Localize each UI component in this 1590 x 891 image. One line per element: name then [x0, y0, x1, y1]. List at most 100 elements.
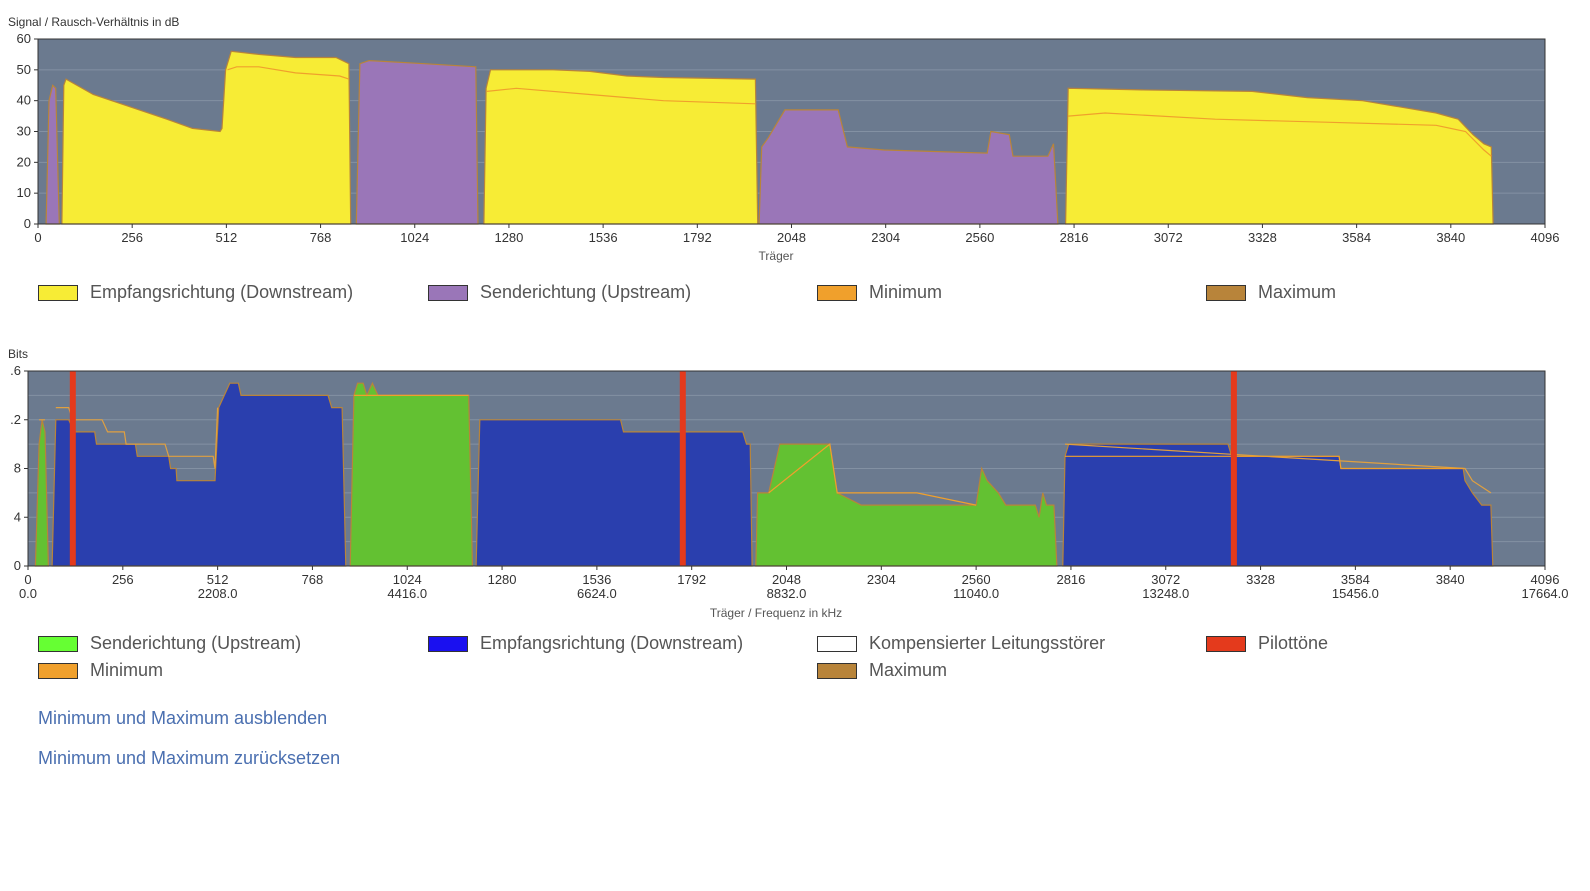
x-tick-label: 3328: [1248, 230, 1277, 245]
legend-label: Maximum: [869, 660, 948, 680]
x-tick-label: 2816: [1056, 572, 1085, 587]
x-tick-label: 1792: [677, 572, 706, 587]
y-tick-label: 8: [14, 461, 21, 476]
x-tick-label-frequency: 15456.0: [1332, 586, 1379, 601]
area-empfangsrichtung-downstream-: [475, 419, 753, 567]
x-tick-label: 256: [121, 230, 143, 245]
area-senderichtung-upstream-: [758, 109, 1059, 225]
hide-minmax-link[interactable]: Minimum und Maximum ausblenden: [38, 708, 328, 728]
legend-label: Senderichtung (Upstream): [90, 633, 302, 653]
x-tick-label: 1792: [683, 230, 712, 245]
y-tick-label: 10: [17, 185, 31, 200]
legend-swatch: [428, 635, 468, 652]
y-tick-label: 40: [17, 93, 31, 108]
x-tick-label: 3072: [1151, 572, 1180, 587]
legend-item-snr-maximum: Maximum: [1206, 282, 1336, 303]
x-tick-label: 768: [302, 572, 324, 587]
x-tick-label-frequency: 4416.0: [387, 586, 427, 601]
legend-swatch: [38, 635, 78, 652]
y-tick-label: 50: [17, 62, 31, 77]
legend-label: Pilottöne: [1258, 633, 1329, 653]
x-tick-label: 0: [34, 230, 41, 245]
legend-item-snr-minimum: Minimum: [817, 282, 942, 303]
pilot-tone-mark: [679, 371, 686, 566]
area-senderichtung-upstream-: [349, 381, 474, 567]
legend-item-bits-upstream: Senderichtung (Upstream): [38, 633, 301, 654]
legend-item-pilot-tones: Pilottöne: [1206, 633, 1328, 654]
y-tick-label: .6: [10, 363, 21, 378]
x-tick-label: 4096: [1531, 572, 1560, 587]
area-empfangsrichtung-downstream-: [61, 50, 352, 225]
x-tick-label: 3072: [1154, 230, 1183, 245]
y-tick-label: .2: [10, 412, 21, 427]
x-tick-label: 2304: [871, 230, 900, 245]
x-axis-title: Träger: [759, 249, 794, 263]
x-tick-label-frequency: 11040.0: [953, 586, 999, 601]
x-tick-label: 1024: [393, 572, 422, 587]
area-senderichtung-upstream-: [355, 59, 479, 225]
x-tick-label: 1024: [400, 230, 429, 245]
x-tick-label: 2048: [777, 230, 806, 245]
legend-label: Senderichtung (Upstream): [480, 282, 692, 302]
x-tick-label: 4096: [1531, 230, 1560, 245]
line-minimum: [1068, 112, 1492, 157]
legend-swatch: [817, 662, 857, 679]
legend-swatch: [817, 635, 857, 652]
x-tick-label: 2560: [965, 230, 994, 245]
legend-label: Kompensierter Leitungsstörer: [869, 633, 1106, 653]
x-tick-label: 3840: [1436, 572, 1465, 587]
x-tick-label-frequency: 6624.0: [577, 586, 617, 601]
x-tick-label: 0: [24, 572, 31, 587]
y-tick-label: 0: [24, 216, 31, 231]
line-minimum: [768, 442, 977, 506]
reset-minmax-link[interactable]: Minimum und Maximum zurücksetzen: [38, 748, 341, 768]
x-tick-label: 2048: [772, 572, 801, 587]
x-tick-label: 512: [207, 572, 229, 587]
x-tick-label: 2816: [1060, 230, 1089, 245]
y-tick-label: 30: [17, 124, 31, 139]
x-tick-label: 1536: [582, 572, 611, 587]
area-empfangsrichtung-downstream-: [51, 382, 347, 567]
legend-label: Minimum: [869, 282, 943, 302]
legend-label: Minimum: [90, 660, 164, 680]
y-axis-title: Signal / Rausch-Verhältnis in dB: [8, 15, 179, 29]
legend-item-snr-upstream: Senderichtung (Upstream): [428, 282, 691, 303]
legend-item-bits-downstream: Empfangsrichtung (Downstream): [428, 633, 743, 654]
x-tick-label: 256: [112, 572, 134, 587]
legend-swatch: [38, 662, 78, 679]
legend-swatch: [38, 284, 78, 301]
x-tick-label: 768: [310, 230, 332, 245]
x-tick-label: 1280: [494, 230, 523, 245]
x-tick-label-frequency: 13248.0: [1142, 586, 1189, 601]
x-tick-label: 1280: [488, 572, 517, 587]
legend-item-bits-maximum: Maximum: [817, 660, 947, 681]
area-empfangsrichtung-downstream-: [483, 69, 759, 225]
legend-swatch: [1206, 635, 1246, 652]
x-axis-title: Träger / Frequenz in kHz: [710, 606, 842, 620]
x-tick-label-frequency: 8832.0: [767, 586, 807, 601]
y-axis-title: Bits: [8, 347, 28, 361]
x-tick-label: 512: [216, 230, 238, 245]
legend-item-compensated: Kompensierter Leitungsstörer: [817, 633, 1105, 654]
y-tick-label: 60: [17, 31, 31, 46]
x-tick-label: 3328: [1246, 572, 1275, 587]
x-tick-label: 3584: [1342, 230, 1371, 245]
x-tick-label: 2560: [962, 572, 991, 587]
y-tick-label: 4: [14, 509, 21, 524]
legend-swatch: [817, 284, 857, 301]
legend-label: Empfangsrichtung (Downstream): [90, 282, 354, 302]
x-tick-label-frequency: 17664.0: [1522, 586, 1569, 601]
line-minimum: [227, 66, 350, 80]
line-minimum: [1065, 455, 1464, 470]
legend-swatch: [428, 284, 468, 301]
legend-swatch: [1206, 284, 1246, 301]
legend-label: Empfangsrichtung (Downstream): [480, 633, 744, 653]
line-minimum: [486, 87, 756, 105]
pilot-tone-mark: [69, 371, 76, 566]
area-senderichtung-upstream-: [755, 443, 1058, 567]
area-empfangsrichtung-downstream-: [1064, 87, 1494, 225]
x-tick-label-frequency: 2208.0: [198, 586, 238, 601]
x-tick-label: 3840: [1436, 230, 1465, 245]
x-tick-label: 3584: [1341, 572, 1370, 587]
